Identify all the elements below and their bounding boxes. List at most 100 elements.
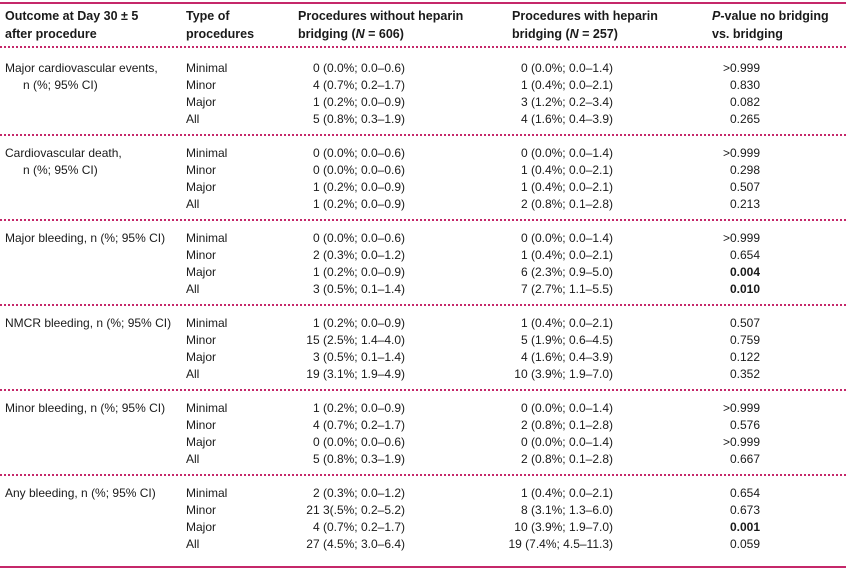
- p-value: >0.999: [722, 231, 760, 245]
- header-no-bridging-line1: Procedures without heparin: [298, 9, 464, 23]
- header-pvalue-p: P: [712, 9, 721, 23]
- procedure-type: Minimal: [186, 61, 228, 75]
- p-value: >0.999: [722, 401, 760, 415]
- p-value: 0.830: [729, 78, 760, 92]
- procedure-type: Minor: [186, 333, 217, 347]
- header-with-bridging-line2: bridging (N = 257): [512, 25, 658, 43]
- outcome-label: Major cardiovascular events,: [5, 61, 158, 75]
- with-bridging-value: 10 (3.9%; 1.9–7.0): [514, 520, 613, 534]
- outcome-label: NMCR bleeding, n (%; 95% CI): [5, 316, 172, 330]
- no-bridging-value: 1 (0.2%; 0.0–0.9): [312, 401, 405, 415]
- procedure-type: All: [186, 452, 200, 466]
- header-divider: [0, 46, 846, 48]
- p-value: 0.265: [729, 112, 760, 126]
- no-bridging-value: 1 (0.2%; 0.0–0.9): [312, 316, 405, 330]
- header-type: Type of procedures: [186, 7, 254, 43]
- header-type-line2: procedures: [186, 27, 255, 41]
- procedure-type: Major: [186, 95, 217, 109]
- no-bridging-value: 3 (0.5%; 0.1–1.4): [312, 350, 405, 364]
- procedure-type: Minimal: [186, 486, 228, 500]
- p-value: 0.673: [729, 503, 760, 517]
- no-bridging-value: 1 (0.2%; 0.0–0.9): [312, 180, 405, 194]
- procedure-type: Minimal: [186, 401, 228, 415]
- outcome-label-ci: n (%; 95% CI): [23, 78, 98, 92]
- with-bridging-value: 7 (2.7%; 1.1–5.5): [520, 282, 613, 296]
- header-no-bridging-line2: bridging (N = 606): [298, 25, 463, 43]
- no-bridging-value: 0 (0.0%; 0.0–0.6): [312, 163, 405, 177]
- no-bridging-value: 1 (0.2%; 0.0–0.9): [312, 265, 405, 279]
- with-bridging-value: 0 (0.0%; 0.0–1.4): [520, 146, 613, 160]
- no-bridging-value: 15 (2.5%; 1.4–4.0): [306, 333, 405, 347]
- with-bridging-value: 0 (0.0%; 0.0–1.4): [520, 231, 613, 245]
- p-value: 0.213: [729, 197, 760, 211]
- header-pvalue-rest: -value no bridging: [720, 9, 829, 23]
- no-bridging-value: 21 3(.5%; 0.2–5.2): [306, 503, 405, 517]
- header-no-bridging-n: N: [355, 27, 365, 41]
- p-value: >0.999: [722, 61, 760, 75]
- header-with-bridging-prefix: bridging (: [512, 27, 570, 41]
- p-value: 0.010: [729, 282, 760, 296]
- p-value: 0.059: [729, 537, 760, 551]
- procedure-type: All: [186, 537, 200, 551]
- with-bridging-value: 5 (1.9%; 0.6–4.5): [520, 333, 613, 347]
- outcome-label: Major bleeding, n (%; 95% CI): [5, 231, 166, 245]
- procedure-type: Major: [186, 180, 217, 194]
- no-bridging-value: 4 (0.7%; 0.2–1.7): [312, 418, 405, 432]
- header-with-bridging: Procedures with heparin bridging (N = 25…: [512, 7, 658, 43]
- with-bridging-value: 19 (7.4%; 4.5–11.3): [508, 537, 613, 551]
- procedure-type: All: [186, 197, 200, 211]
- no-bridging-value: 5 (0.8%; 0.3–1.9): [312, 112, 405, 126]
- with-bridging-value: 1 (0.4%; 0.0–2.1): [520, 78, 613, 92]
- with-bridging-value: 2 (0.8%; 0.1–2.8): [520, 452, 613, 466]
- header-no-bridging-prefix: bridging (: [298, 27, 356, 41]
- with-bridging-value: 4 (1.6%; 0.4–3.9): [520, 112, 613, 126]
- group-divider: [0, 389, 846, 391]
- no-bridging-value: 0 (0.0%; 0.0–0.6): [312, 61, 405, 75]
- no-bridging-value: 5 (0.8%; 0.3–1.9): [312, 452, 405, 466]
- no-bridging-value: 4 (0.7%; 0.2–1.7): [312, 520, 405, 534]
- no-bridging-value: 4 (0.7%; 0.2–1.7): [312, 78, 405, 92]
- header-pvalue-line2: vs. bridging: [712, 27, 783, 41]
- p-value: 0.576: [729, 418, 760, 432]
- p-value: 0.352: [729, 367, 760, 381]
- header-type-line1: Type of: [186, 9, 230, 23]
- p-value: 0.507: [729, 180, 760, 194]
- group-divider: [0, 219, 846, 221]
- procedure-type: Minimal: [186, 231, 228, 245]
- p-value: 0.759: [729, 333, 760, 347]
- no-bridging-value: 2 (0.3%; 0.0–1.2): [312, 486, 405, 500]
- procedure-type: Major: [186, 350, 217, 364]
- p-value: 0.004: [729, 265, 760, 279]
- no-bridging-value: 1 (0.2%; 0.0–0.9): [312, 197, 405, 211]
- no-bridging-value: 1 (0.2%; 0.0–0.9): [312, 95, 405, 109]
- outcome-label: Any bleeding, n (%; 95% CI): [5, 486, 156, 500]
- p-value: 0.654: [729, 486, 760, 500]
- procedure-type: All: [186, 367, 200, 381]
- procedure-type: Minor: [186, 418, 217, 432]
- no-bridging-value: 3 (0.5%; 0.1–1.4): [312, 282, 405, 296]
- header-outcome-line1: Outcome at Day 30 ± 5: [5, 9, 139, 23]
- no-bridging-value: 0 (0.0%; 0.0–0.6): [312, 435, 405, 449]
- p-value: 0.082: [729, 95, 760, 109]
- with-bridging-value: 3 (1.2%; 0.2–3.4): [520, 95, 613, 109]
- procedure-type: Minimal: [186, 316, 228, 330]
- group-divider: [0, 304, 846, 306]
- p-value: 0.001: [729, 520, 760, 534]
- procedure-type: Minor: [186, 248, 217, 262]
- procedure-type: Major: [186, 265, 217, 279]
- header-no-bridging: Procedures without heparin bridging (N =…: [298, 7, 463, 43]
- top-rule: [0, 2, 846, 4]
- group-divider: [0, 134, 846, 136]
- header-outcome-line2: after procedure: [5, 27, 97, 41]
- header-with-bridging-n: N: [569, 27, 579, 41]
- with-bridging-value: 6 (2.3%; 0.9–5.0): [520, 265, 613, 279]
- p-value: 0.507: [729, 316, 760, 330]
- with-bridging-value: 2 (0.8%; 0.1–2.8): [520, 418, 613, 432]
- procedure-type: All: [186, 282, 200, 296]
- procedure-type: Major: [186, 520, 217, 534]
- procedure-type: Major: [186, 435, 217, 449]
- with-bridging-value: 2 (0.8%; 0.1–2.8): [520, 197, 613, 211]
- header-pvalue-line1: P-value no bridging: [712, 7, 829, 25]
- bottom-rule: [0, 566, 846, 568]
